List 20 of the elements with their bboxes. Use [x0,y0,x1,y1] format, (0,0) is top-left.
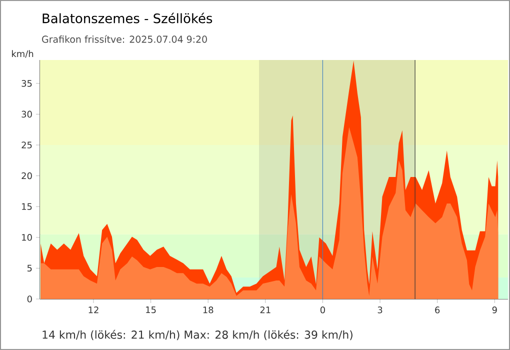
x-tick-label: 12 [88,306,98,314]
x-tick-label: 3 [378,306,382,314]
x-tick-label: 6 [435,306,440,314]
x-tick-label: 18 [203,306,214,314]
x-tick-label: 9 [492,306,497,314]
y-tick-label: 30 [22,110,32,118]
y-tick-label: 25 [22,142,32,148]
y-tick-label: 20 [22,172,32,180]
y-tick-label: 35 [22,80,32,87]
chart-title: Balatonszemes - Széllökés [42,12,212,24]
chart-subtitle: Grafikon frissítve: 2025.07.04 9:20 [42,35,207,43]
y-axis-title: km/h [12,50,34,58]
x-tick-label: 0 [320,306,325,314]
text: 14 km/h (lökés: 21 km/h) Max: 28 km/h (lökés: 39 km/h) [42,330,352,340]
y-tick-label: 5 [27,264,32,272]
y-tick-label: 15 [22,203,32,210]
y-tick-label: 10 [22,234,32,241]
y-tick-label: 0 [27,296,32,302]
x-tick-label: 21 [260,306,270,314]
x-tick-label: 15 [146,306,156,314]
